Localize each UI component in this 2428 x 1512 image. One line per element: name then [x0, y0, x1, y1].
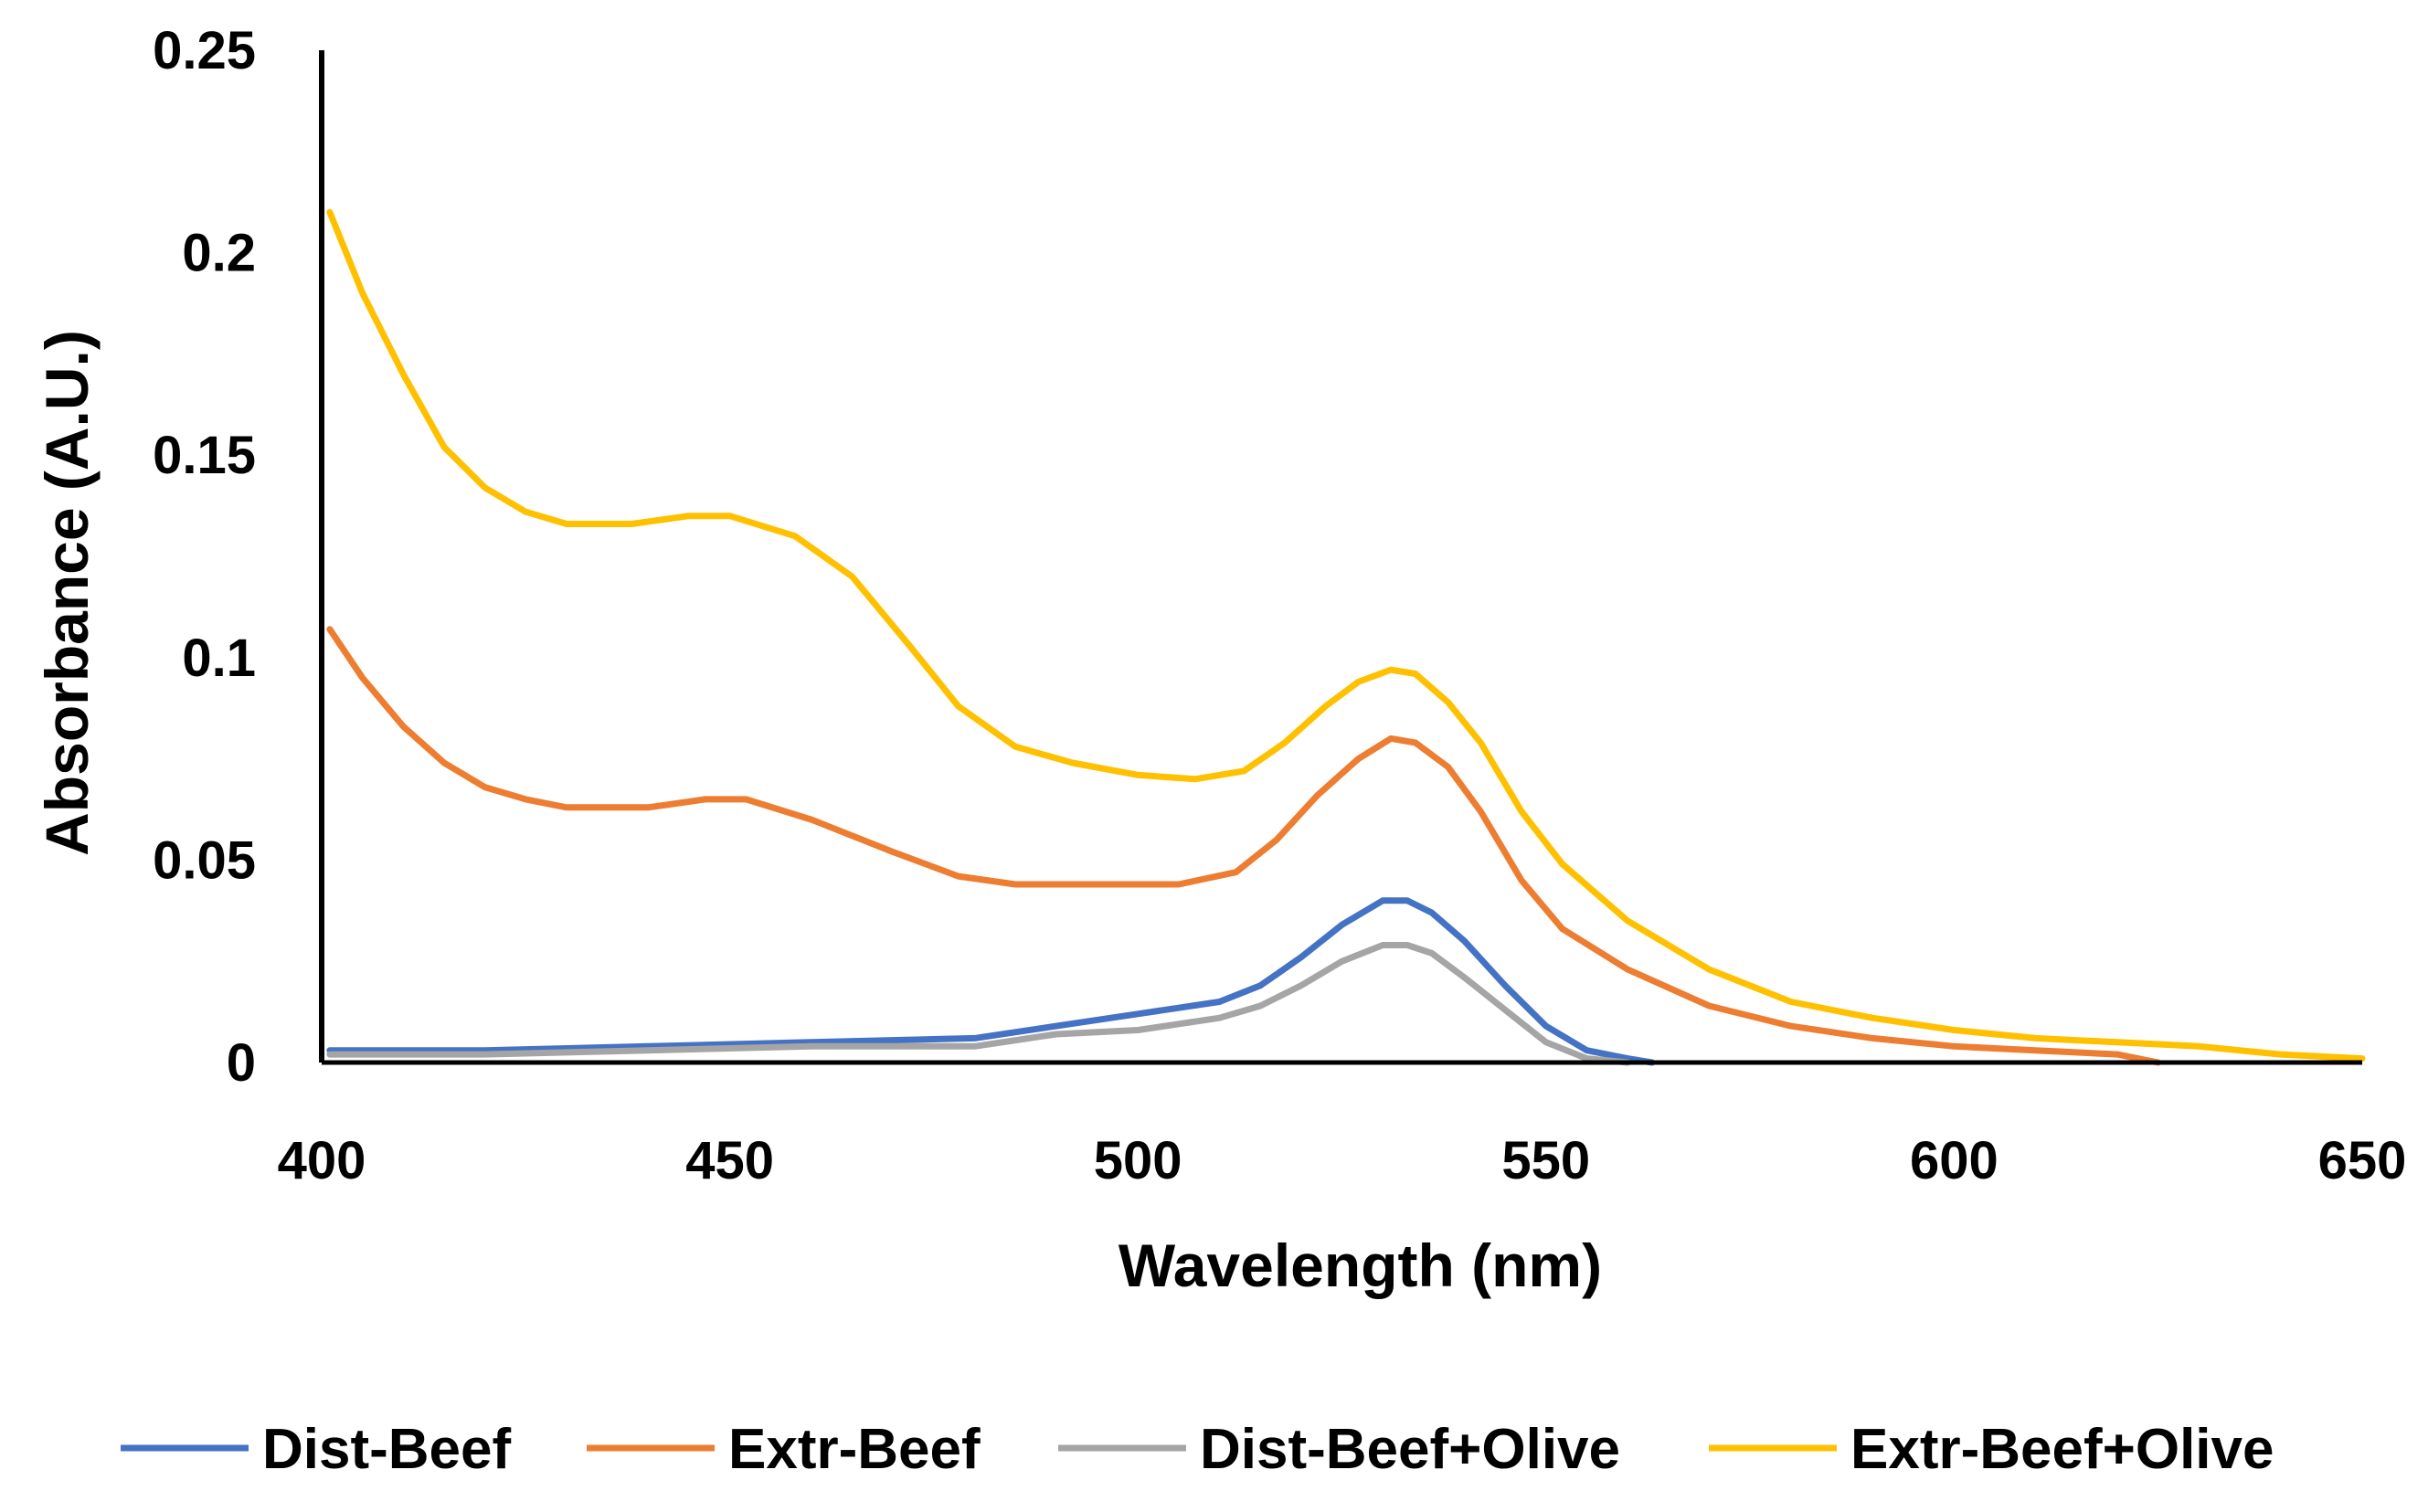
y-tick-label: 0.25 — [153, 21, 256, 80]
x-tick-label: 550 — [1501, 1131, 1590, 1190]
x-tick-label: 500 — [1094, 1131, 1182, 1190]
y-axis-title: Absorbance (A.U.) — [33, 330, 101, 856]
x-tick-label: 400 — [278, 1131, 366, 1190]
y-tick-label: 0 — [227, 1033, 256, 1093]
x-tick-labels: 400 450 500 550 600 650 — [278, 1131, 2407, 1190]
series-line — [326, 942, 1631, 1066]
x-tick-label: 450 — [685, 1131, 774, 1190]
x-axis-title: Wavelength (nm) — [1119, 1232, 1602, 1299]
legend: Dist-Beef Extr-Beef Dist-Beef+Olive Extr-Be… — [121, 1418, 2274, 1481]
legend-label: Dist-Beef — [262, 1418, 512, 1481]
series-line — [326, 897, 1656, 1066]
x-tick-label: 650 — [2318, 1131, 2407, 1190]
x-tick-label: 600 — [1910, 1131, 1999, 1190]
legend-label: Dist-Beef+Olive — [1200, 1418, 1620, 1481]
y-tick-label: 0.05 — [153, 830, 256, 890]
series-layer — [326, 208, 2366, 1066]
series-line — [326, 208, 2366, 1063]
y-tick-labels: 0 0.05 0.1 0.15 0.2 0.25 — [153, 21, 256, 1093]
legend-label: Extr-Beef+Olive — [1850, 1418, 2274, 1481]
series-line — [326, 626, 2162, 1066]
y-tick-label: 0.15 — [153, 426, 256, 485]
legend-label: Extr-Beef — [728, 1418, 981, 1481]
y-tick-label: 0.2 — [182, 224, 256, 283]
y-tick-label: 0.1 — [182, 629, 256, 688]
